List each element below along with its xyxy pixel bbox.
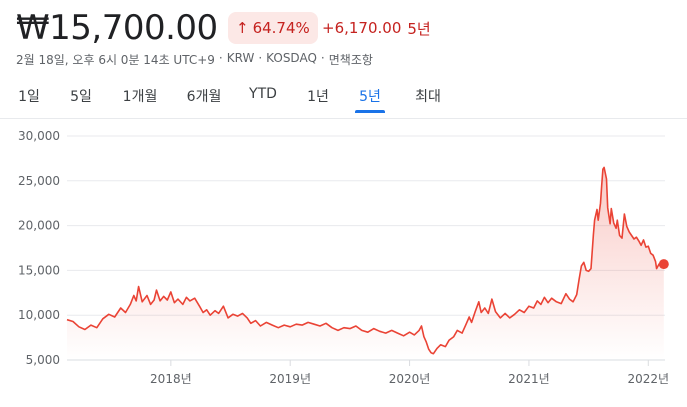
quote-currency: KRW: [226, 51, 255, 65]
x-tick-label: 2022년: [627, 372, 669, 386]
quote-meta: 2월 18일, 오후 6시 0분 14초 UTC+9 · KRW · KOSDA…: [16, 51, 373, 68]
price-line: [66, 166, 665, 355]
arrow-up-icon: ↑: [236, 19, 249, 37]
tab-5y[interactable]: 5년: [355, 82, 385, 113]
change-period: 5년: [407, 19, 431, 38]
tab-6m[interactable]: 6개월: [186, 89, 222, 105]
y-axis-labels: 5,000 10,000 15,000 20,000 25,000 30,000: [18, 129, 60, 367]
tab-1m[interactable]: 1개월: [122, 89, 158, 105]
meta-separator: ·: [218, 51, 223, 65]
quote-datetime: 2월 18일, 오후 6시 0분 14초 UTC+9: [16, 53, 215, 67]
change-absolute: +6,170.00 5년: [322, 12, 431, 44]
tab-1d[interactable]: 1일: [18, 89, 40, 105]
y-tick-label: 30,000: [18, 129, 60, 143]
change-percent-badge: ↑ 64.74%: [228, 12, 318, 44]
last-price-marker: [658, 259, 669, 270]
x-tick-label: 2019년: [269, 372, 311, 386]
tabs-divider: [0, 118, 687, 119]
price-series-line: [66, 166, 665, 355]
y-tick-label: 5,000: [26, 353, 60, 367]
x-tick-label: 2020년: [389, 372, 431, 386]
change-absolute-value: +6,170.00: [322, 19, 402, 37]
x-tick-label: 2021년: [508, 372, 550, 386]
y-tick-label: 15,000: [18, 263, 60, 277]
quote-exchange: KOSDAQ: [266, 51, 317, 65]
y-tick-label: 25,000: [18, 174, 60, 188]
tab-ytd[interactable]: YTD: [249, 86, 277, 102]
x-axis: 2018년 2019년 2020년 2021년 2022년: [150, 360, 669, 386]
meta-separator: ·: [320, 51, 325, 65]
tab-5d[interactable]: 5일: [70, 89, 92, 105]
y-tick-label: 10,000: [18, 308, 60, 322]
last-price-dot: [658, 259, 669, 270]
range-tabs: 1일 5일 1개월 6개월 YTD 1년 5년 최대: [16, 82, 443, 113]
price-chart[interactable]: 5,000 10,000 15,000 20,000 25,000 30,000 2018…: [0, 119, 687, 407]
meta-separator: ·: [258, 51, 263, 65]
change-percent-value: 64.74%: [252, 19, 310, 37]
disclaimer-link[interactable]: 면책조항: [328, 53, 373, 67]
tab-1y[interactable]: 1년: [307, 89, 329, 105]
y-tick-label: 20,000: [18, 219, 60, 233]
tab-max[interactable]: 최대: [415, 89, 441, 105]
x-tick-label: 2018년: [150, 372, 192, 386]
current-price: ₩15,700.00: [16, 8, 218, 48]
